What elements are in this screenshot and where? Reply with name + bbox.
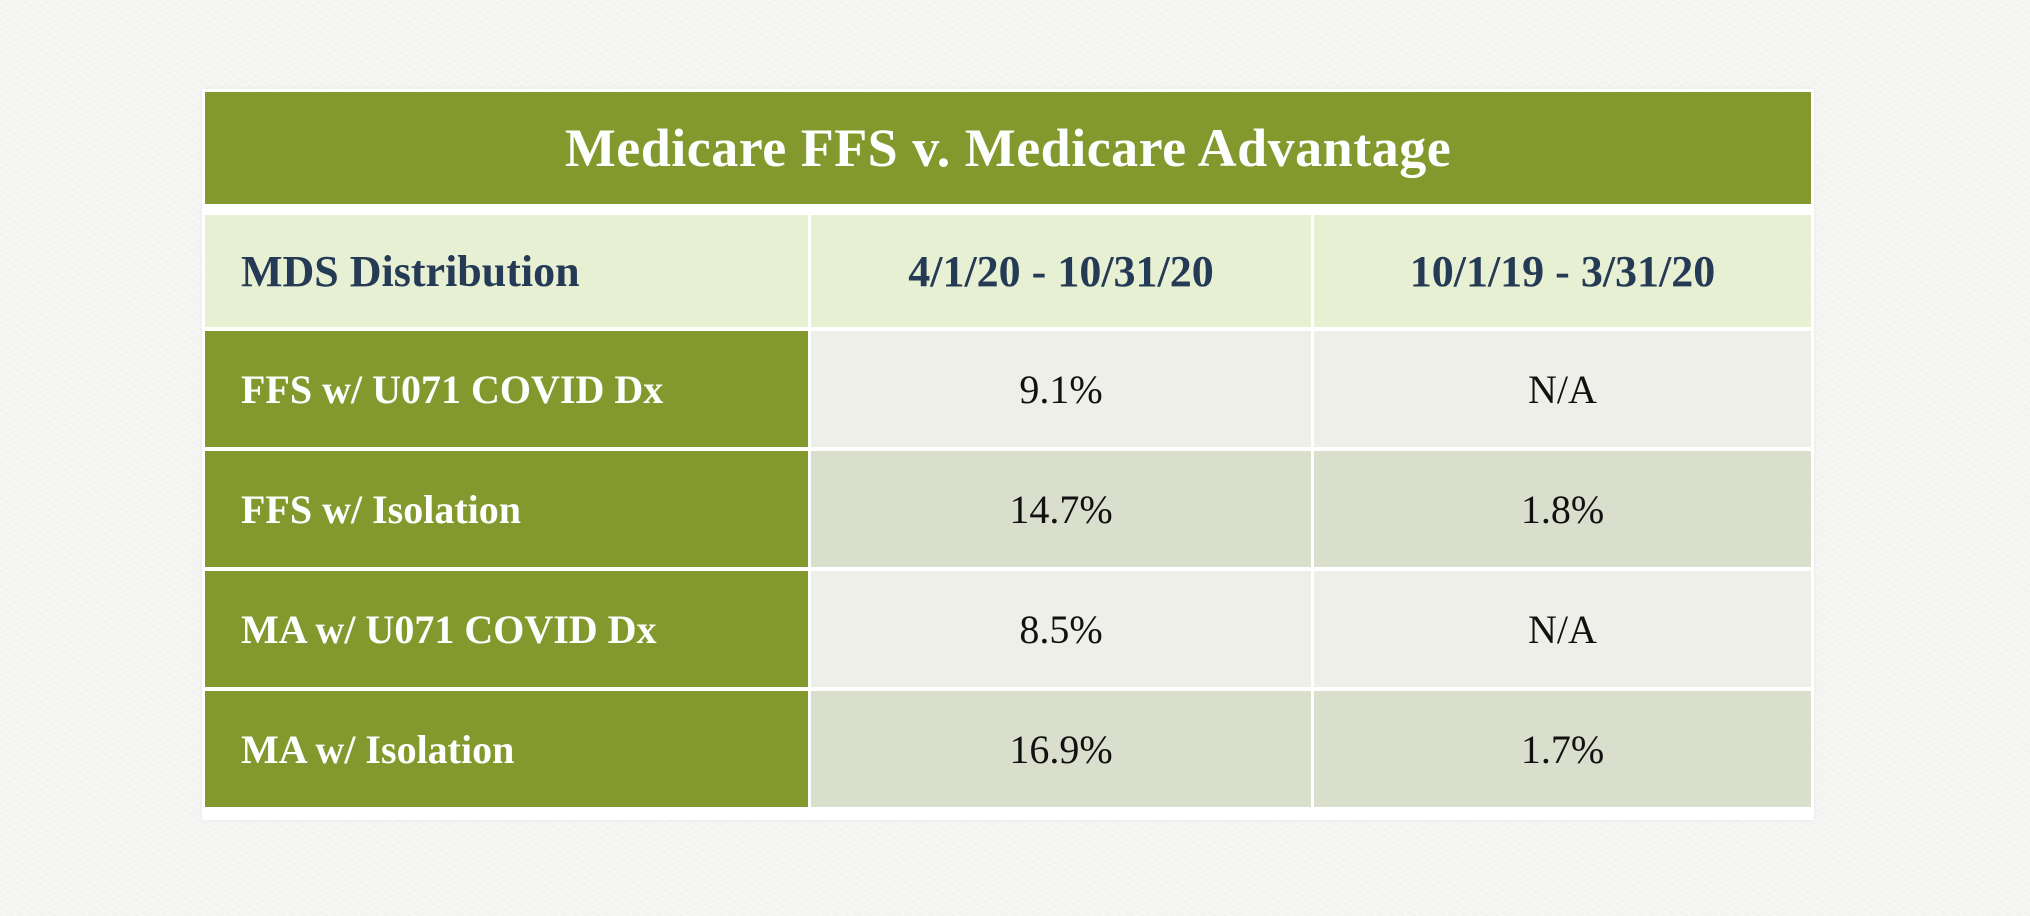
table-title: Medicare FFS v. Medicare Advantage bbox=[564, 118, 1452, 178]
table-cell: N/A bbox=[1314, 571, 1811, 687]
row-label: MA w/ U071 COVID Dx bbox=[205, 571, 808, 687]
table-cell: N/A bbox=[1314, 331, 1811, 447]
row-label: FFS w/ Isolation bbox=[205, 451, 808, 567]
row-label: MA w/ Isolation bbox=[205, 691, 808, 807]
header-cell-metric: MDS Distribution bbox=[205, 215, 808, 327]
comparison-table: Medicare FFS v. Medicare Advantage MDS D… bbox=[202, 89, 1814, 820]
table-cell: 1.7% bbox=[1314, 691, 1811, 807]
row-label: FFS w/ U071 COVID Dx bbox=[205, 331, 808, 447]
header-cell-period-2020: 4/1/20 - 10/31/20 bbox=[811, 215, 1311, 327]
table-cell: 1.8% bbox=[1314, 451, 1811, 567]
table-grid: MDS Distribution 4/1/20 - 10/31/20 10/1/… bbox=[205, 215, 1811, 807]
table-cell: 8.5% bbox=[811, 571, 1311, 687]
table-title-row: Medicare FFS v. Medicare Advantage bbox=[205, 92, 1811, 204]
table-cell: 9.1% bbox=[811, 331, 1311, 447]
table-cell: 14.7% bbox=[811, 451, 1311, 567]
header-cell-period-2019: 10/1/19 - 3/31/20 bbox=[1314, 215, 1811, 327]
table-cell: 16.9% bbox=[811, 691, 1311, 807]
